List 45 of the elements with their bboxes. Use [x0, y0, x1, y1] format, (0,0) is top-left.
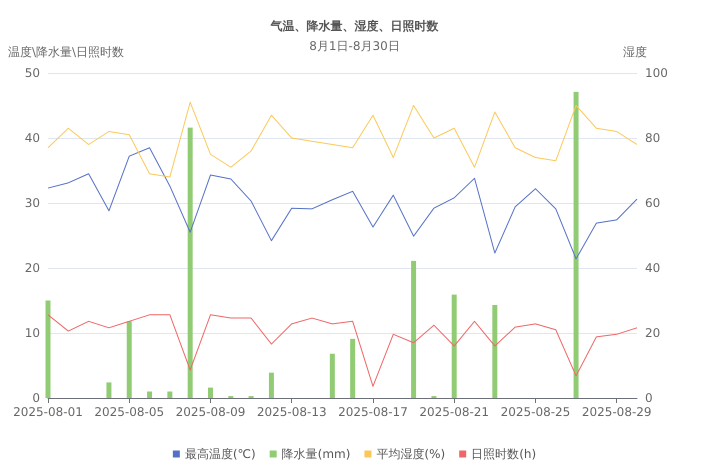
legend-label: 日照时数(h) — [471, 447, 536, 461]
bar — [106, 382, 112, 398]
bar — [147, 392, 152, 398]
legend-label: 平均湿度(%) — [376, 447, 446, 461]
bar — [574, 92, 579, 398]
legend-label: 降水量(mm) — [282, 447, 350, 461]
x-tick-label: 2025-08-13 — [256, 405, 327, 419]
y2-tick-label: 20 — [645, 326, 660, 340]
x-tick-label: 2025-08-01 — [13, 405, 83, 419]
y-tick-label: 20 — [24, 261, 40, 275]
y2-tick-label: 40 — [645, 261, 660, 275]
chart-title: 气温、降水量、湿度、日照时数 — [270, 19, 440, 33]
bar — [452, 294, 457, 398]
bar — [208, 388, 213, 398]
y-tick-label: 50 — [24, 66, 40, 80]
x-tick-label: 2025-08-05 — [94, 405, 164, 419]
x-tick-label: 2025-08-17 — [338, 405, 408, 419]
line-series — [48, 102, 638, 178]
y2-tick-label: 0 — [645, 391, 653, 405]
line-series — [48, 147, 638, 260]
y-tick-label: 30 — [24, 196, 40, 210]
legend-label: 最高温度(℃) — [184, 447, 256, 461]
y-axis-title: 温度\降水量\日照时数 — [8, 45, 124, 59]
y-tick-label: 40 — [24, 131, 40, 145]
bar — [492, 305, 498, 398]
y2-tick-label: 60 — [645, 196, 660, 210]
line-series — [48, 314, 638, 387]
bar — [188, 128, 193, 398]
y2-axis-title: 湿度 — [623, 45, 647, 59]
chart-subtitle: 8月1日-8月30日 — [309, 39, 400, 53]
bar — [350, 338, 356, 398]
x-tick-label: 2025-08-21 — [419, 405, 490, 419]
bar — [330, 354, 335, 398]
bar — [46, 300, 50, 398]
bar — [167, 392, 172, 398]
x-tick-label: 2025-08-09 — [176, 405, 246, 419]
y-tick-label: 10 — [24, 326, 40, 340]
y-tick-label: 0 — [32, 391, 40, 405]
x-tick-label: 2025-08-29 — [582, 405, 652, 419]
bar — [411, 260, 416, 398]
bar — [268, 372, 274, 398]
y2-tick-label: 80 — [645, 131, 660, 145]
x-tick-label: 2025-08-25 — [500, 405, 570, 419]
bar — [126, 321, 132, 398]
y2-tick-label: 100 — [645, 66, 668, 80]
